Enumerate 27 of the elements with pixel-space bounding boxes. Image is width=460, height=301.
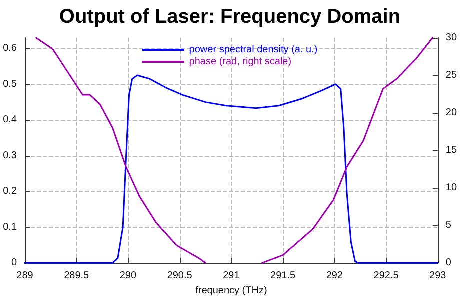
legend-label: power spectral density (a. u.)	[189, 44, 318, 56]
y2-tick-label: 15	[446, 145, 458, 156]
y2-tick-label: 30	[446, 32, 458, 44]
x-tick-label: 291.5	[270, 270, 296, 282]
legend-label: phase (rad, right scale)	[189, 56, 292, 68]
y-tick-label: 0.4	[3, 114, 18, 126]
y2-tick-label: 0	[446, 258, 452, 269]
x-tick-label: 290.5	[167, 270, 193, 282]
y-tick-label: 0.2	[3, 186, 18, 198]
y-tick-label: 0	[11, 258, 18, 269]
x-tick-label: 290	[120, 270, 137, 282]
y2-tick-label: 5	[446, 220, 452, 232]
y-tick-label: 0.5	[3, 78, 18, 90]
y-tick-label: 0.6	[3, 43, 18, 54]
x-tick-label: 292	[326, 270, 344, 282]
x-tick-label: 289	[16, 270, 34, 282]
y2-tick-label: 10	[446, 182, 458, 194]
y-tick-label: 0.3	[3, 150, 18, 162]
x-tick-label: 292.5	[374, 270, 400, 282]
chart-title: Output of Laser: Frequency Domain	[59, 6, 401, 28]
x-axis-title: frequency (THz)	[196, 286, 268, 296]
x-tick-label: 293	[430, 270, 447, 282]
y2-tick-label: 20	[446, 108, 458, 119]
y-tick-label: 0.1	[3, 222, 18, 233]
x-tick-label: 291	[223, 270, 240, 282]
y2-tick-label: 25	[446, 70, 458, 82]
x-tick-label: 289.5	[64, 270, 90, 282]
